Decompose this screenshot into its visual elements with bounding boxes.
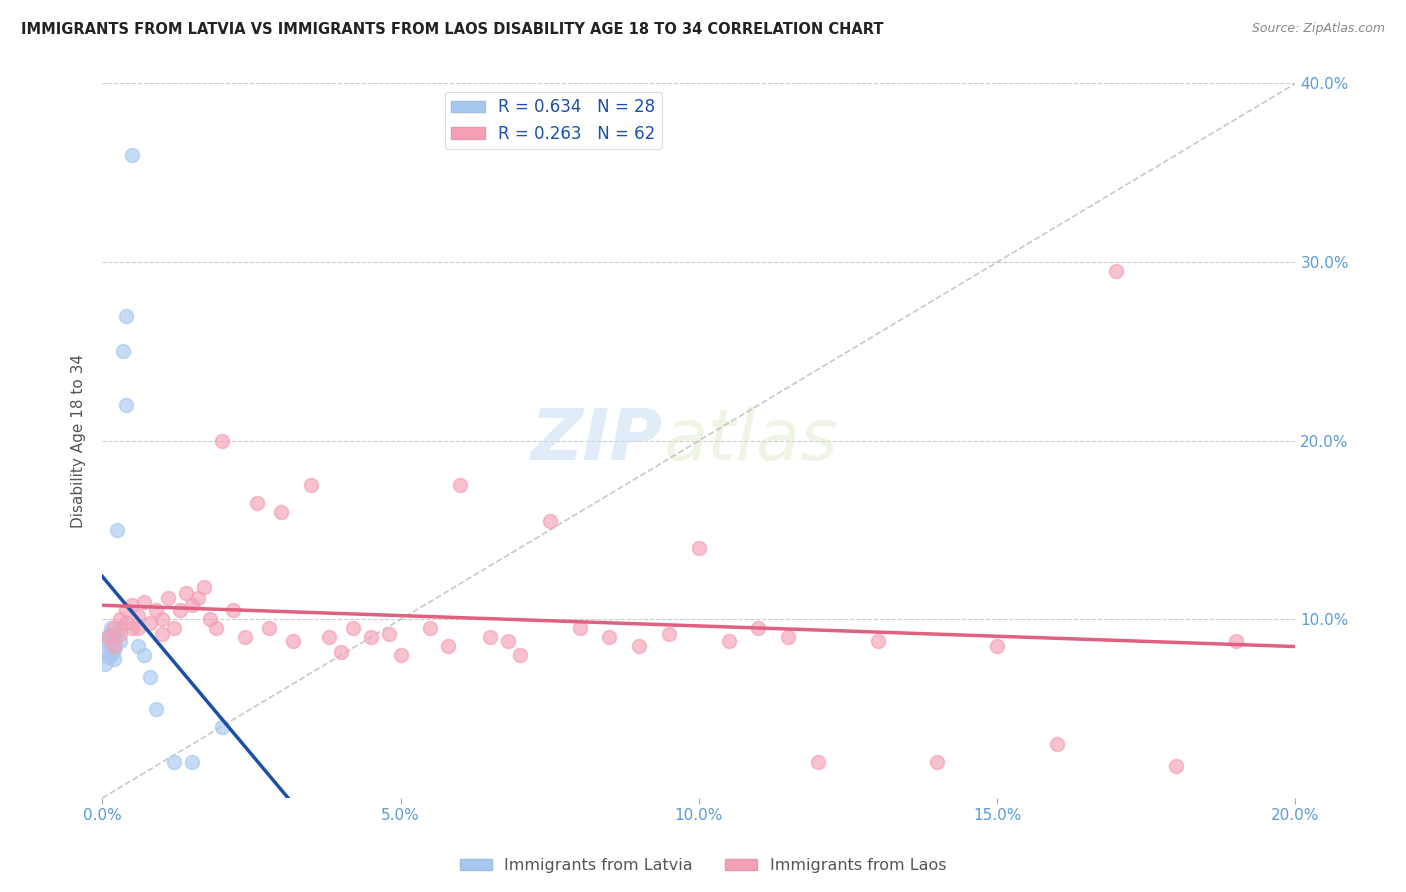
Point	[145, 603, 167, 617]
Point	[866, 633, 889, 648]
Point	[163, 756, 186, 770]
Point	[103, 642, 125, 657]
Point	[139, 669, 162, 683]
Point	[163, 621, 186, 635]
Point	[115, 615, 138, 630]
Point	[187, 591, 209, 605]
Text: IMMIGRANTS FROM LATVIA VS IMMIGRANTS FROM LAOS DISABILITY AGE 18 TO 34 CORRELATI: IMMIGRANTS FROM LATVIA VS IMMIGRANTS FRO…	[21, 22, 883, 37]
Legend: Immigrants from Latvia, Immigrants from Laos: Immigrants from Latvia, Immigrants from …	[453, 852, 953, 880]
Point	[342, 621, 364, 635]
Point	[169, 603, 191, 617]
Point	[377, 626, 399, 640]
Point	[103, 639, 125, 653]
Point	[496, 633, 519, 648]
Point	[538, 514, 561, 528]
Point	[598, 630, 620, 644]
Point	[97, 630, 120, 644]
Point	[121, 148, 143, 162]
Point	[198, 612, 221, 626]
Point	[235, 630, 257, 644]
Point	[150, 612, 173, 626]
Point	[1046, 738, 1069, 752]
Point	[105, 523, 128, 537]
Point	[101, 633, 124, 648]
Point	[281, 633, 304, 648]
Point	[132, 594, 155, 608]
Point	[299, 478, 322, 492]
Point	[211, 720, 233, 734]
Point	[1225, 633, 1247, 648]
Point	[112, 344, 135, 359]
Point	[150, 626, 173, 640]
Point	[115, 398, 138, 412]
Point	[688, 541, 710, 555]
Point	[222, 603, 245, 617]
Point	[259, 621, 281, 635]
Point	[747, 621, 769, 635]
Point	[108, 633, 131, 648]
Point	[246, 496, 269, 510]
Point	[807, 756, 830, 770]
Text: atlas: atlas	[664, 406, 838, 475]
Y-axis label: Disability Age 18 to 34: Disability Age 18 to 34	[72, 354, 86, 528]
Point	[98, 639, 121, 653]
Point	[449, 478, 471, 492]
Point	[927, 756, 949, 770]
Legend: R = 0.634   N = 28, R = 0.263   N = 62: R = 0.634 N = 28, R = 0.263 N = 62	[444, 92, 662, 150]
Point	[98, 628, 121, 642]
Point	[145, 702, 167, 716]
Point	[101, 626, 124, 640]
Point	[100, 621, 122, 635]
Point	[389, 648, 412, 662]
Text: Source: ZipAtlas.com: Source: ZipAtlas.com	[1251, 22, 1385, 36]
Point	[509, 648, 531, 662]
Point	[115, 309, 138, 323]
Point	[360, 630, 382, 644]
Point	[156, 591, 179, 605]
Point	[121, 621, 143, 635]
Point	[270, 505, 292, 519]
Point	[204, 621, 226, 635]
Point	[717, 633, 740, 648]
Point	[100, 648, 122, 662]
Point	[437, 639, 460, 653]
Point	[211, 434, 233, 448]
Point	[97, 633, 120, 648]
Point	[121, 598, 143, 612]
Point	[94, 657, 117, 671]
Point	[103, 621, 125, 635]
Point	[96, 644, 118, 658]
Point	[127, 639, 149, 653]
Point	[103, 651, 125, 665]
Point	[193, 580, 215, 594]
Point	[174, 585, 197, 599]
Point	[132, 648, 155, 662]
Point	[778, 630, 800, 644]
Point	[127, 621, 149, 635]
Point	[103, 630, 125, 644]
Point	[628, 639, 651, 653]
Point	[104, 639, 127, 653]
Point	[568, 621, 591, 635]
Point	[658, 626, 681, 640]
Point	[139, 615, 162, 630]
Point	[479, 630, 502, 644]
Point	[1166, 759, 1188, 773]
Point	[986, 639, 1008, 653]
Point	[108, 621, 131, 635]
Point	[419, 621, 441, 635]
Text: ZIP: ZIP	[531, 406, 664, 475]
Point	[115, 603, 138, 617]
Point	[108, 626, 131, 640]
Point	[318, 630, 340, 644]
Point	[180, 598, 202, 612]
Point	[329, 644, 352, 658]
Point	[127, 608, 149, 623]
Point	[1105, 264, 1128, 278]
Point	[108, 612, 131, 626]
Point	[180, 756, 202, 770]
Point	[97, 649, 120, 664]
